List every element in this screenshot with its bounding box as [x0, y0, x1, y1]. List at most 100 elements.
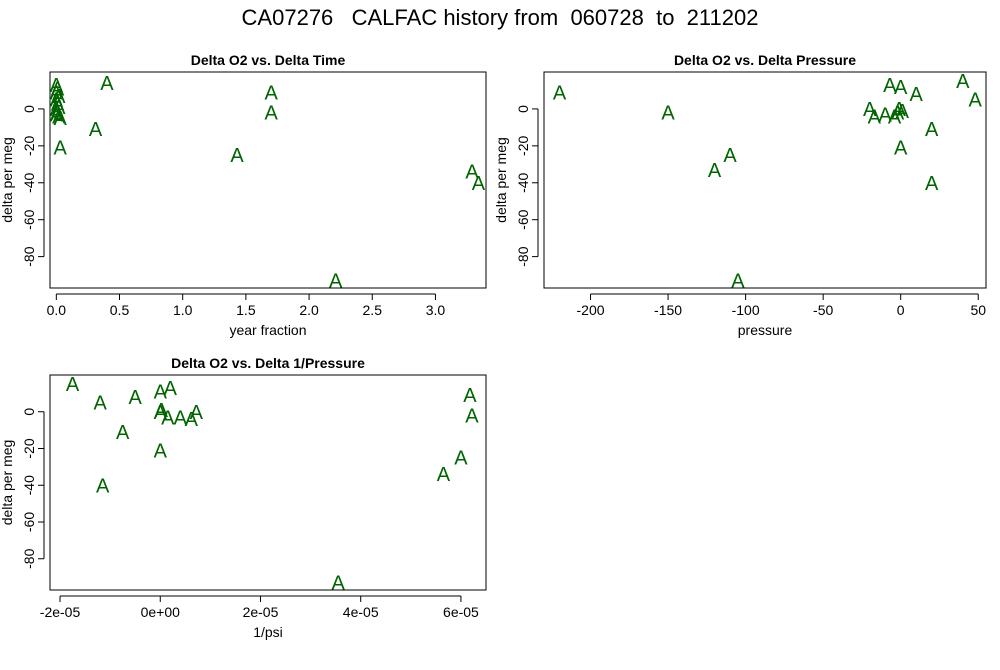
- data-point: A: [51, 93, 65, 115]
- y-axis-label: delta per meg: [0, 440, 15, 526]
- data-point: A: [52, 97, 66, 119]
- y-tick-label: 0: [21, 105, 37, 113]
- data-point: A: [883, 75, 897, 97]
- y-tick-label: -80: [21, 246, 37, 266]
- y-tick-label: -60: [21, 209, 37, 229]
- data-point: A: [708, 160, 722, 182]
- data-point: A: [93, 393, 107, 415]
- x-tick-label: 0: [897, 302, 905, 318]
- data-point: A: [174, 407, 188, 429]
- data-point: A: [894, 138, 908, 160]
- data-point: A: [731, 271, 745, 293]
- x-tick-label: -200: [577, 302, 605, 318]
- data-point: A: [868, 106, 882, 128]
- data-point: A: [116, 422, 130, 444]
- data-point: A: [50, 99, 64, 121]
- data-point: A: [50, 75, 64, 97]
- y-tick-label: -20: [21, 438, 37, 458]
- y-axis-label: delta per meg: [0, 137, 15, 223]
- data-point: A: [891, 103, 905, 125]
- data-point: A: [925, 119, 939, 141]
- y-tick-label: -60: [21, 512, 37, 532]
- x-tick-label: 0.5: [110, 302, 130, 318]
- data-point: A: [968, 90, 982, 112]
- data-point: A: [66, 374, 80, 396]
- data-point: A: [661, 103, 675, 125]
- data-point: A: [50, 104, 64, 126]
- x-tick-label: 2.0: [299, 302, 319, 318]
- data-point: A: [96, 475, 110, 497]
- x-tick-label: 6e-05: [443, 604, 479, 620]
- plot-frame: [543, 71, 987, 289]
- data-point: A: [465, 405, 479, 427]
- x-axis-label: pressure: [738, 322, 793, 338]
- data-point: A: [154, 402, 168, 424]
- data-point: A: [100, 73, 114, 95]
- y-tick-label: -40: [515, 172, 531, 192]
- x-tick-label: 1.0: [173, 302, 193, 318]
- y-tick-label: -40: [21, 172, 37, 192]
- x-tick-label: 1.5: [236, 302, 256, 318]
- data-point: A: [465, 162, 479, 184]
- plot-frame: [49, 71, 487, 289]
- data-point: A: [888, 106, 902, 128]
- data-point: A: [892, 99, 906, 121]
- data-point: A: [154, 382, 168, 404]
- x-axis-label: year fraction: [229, 322, 306, 338]
- data-point: A: [154, 440, 168, 462]
- data-point: A: [264, 103, 278, 125]
- data-point: A: [89, 119, 103, 141]
- x-tick-label: 0e+00: [141, 604, 181, 620]
- y-tick-label: -80: [21, 548, 37, 568]
- data-point: A: [53, 108, 67, 130]
- data-point: A: [50, 82, 64, 104]
- data-point: A: [863, 99, 877, 121]
- x-tick-label: -50: [813, 302, 833, 318]
- data-point: A: [161, 407, 175, 429]
- data-point: A: [956, 71, 970, 93]
- data-point: A: [553, 82, 567, 104]
- y-tick-label: 0: [515, 105, 531, 113]
- x-tick-label: 4e-05: [343, 604, 379, 620]
- y-tick-label: -60: [515, 209, 531, 229]
- x-tick-label: -2e-05: [40, 604, 81, 620]
- data-point: A: [53, 138, 67, 160]
- data-point: A: [164, 378, 178, 400]
- y-tick-label: -80: [515, 246, 531, 266]
- data-point: A: [910, 84, 924, 106]
- y-axis-label: delta per meg: [493, 137, 509, 223]
- chart-title: Delta O2 vs. Delta 1/Pressure: [171, 355, 365, 371]
- data-point: A: [264, 82, 278, 104]
- x-tick-label: 0.0: [47, 302, 67, 318]
- data-point: A: [52, 106, 66, 128]
- chart-panel-3: Delta O2 vs. Delta 1/Pressure -2e-05 0e+00…: [0, 355, 487, 640]
- chart-panel-2: Delta O2 vs. Delta Pressure-200 -150 -100-…: [493, 52, 987, 338]
- chart-title: Delta O2 vs. Delta Pressure: [674, 52, 856, 68]
- plot-frame: [49, 374, 487, 591]
- x-tick-label: 2e-05: [243, 604, 279, 620]
- data-point: A: [925, 173, 939, 195]
- data-point: A: [51, 79, 65, 101]
- y-tick-label: -20: [515, 136, 531, 156]
- data-point: A: [723, 145, 737, 167]
- x-tick-label: 2.5: [363, 302, 383, 318]
- y-tick-label: -20: [21, 136, 37, 156]
- data-point: A: [329, 271, 343, 293]
- data-point: A: [331, 573, 345, 595]
- x-tick-label: -100: [732, 302, 760, 318]
- data-point: A: [50, 90, 64, 112]
- data-point: A: [437, 464, 451, 486]
- data-point: A: [463, 385, 477, 407]
- data-point: A: [52, 86, 66, 108]
- data-point: A: [155, 400, 169, 422]
- data-point: A: [51, 103, 65, 125]
- y-tick-label: -40: [21, 475, 37, 495]
- data-point: A: [185, 409, 199, 431]
- y-tick-label: 0: [21, 408, 37, 416]
- data-point: A: [879, 104, 893, 126]
- x-tick-label: 3.0: [426, 302, 446, 318]
- chart-title: Delta O2 vs. Delta Time: [191, 52, 346, 68]
- x-tick-label: -150: [654, 302, 682, 318]
- data-point: A: [230, 145, 244, 167]
